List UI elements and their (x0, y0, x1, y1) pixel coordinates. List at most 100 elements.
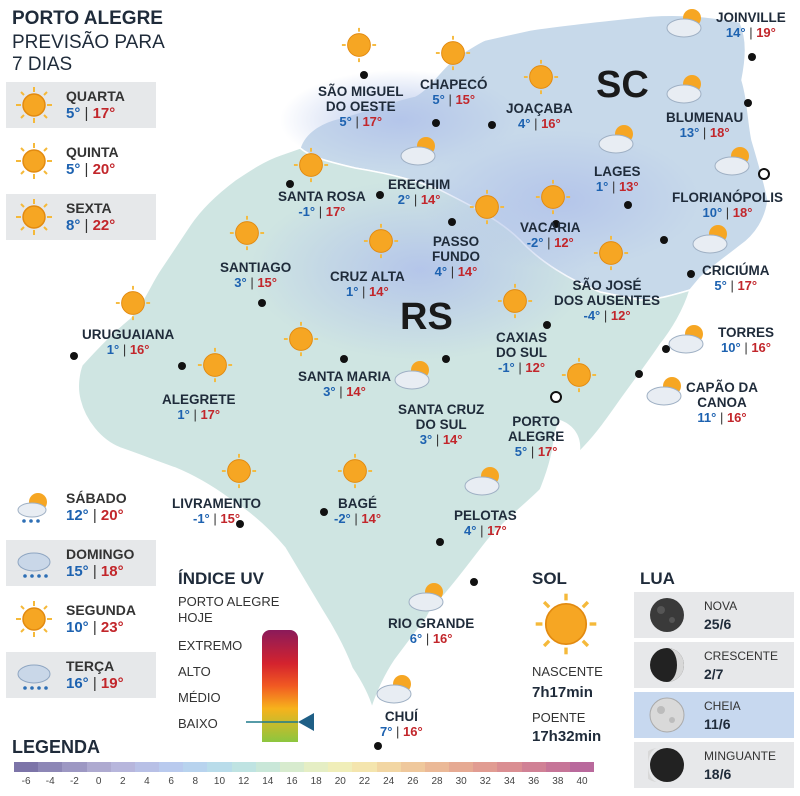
city-marker (178, 362, 186, 370)
forecast-card: QUINTA 5° | 20° (6, 138, 156, 184)
city-label-capao-da-canoa: CAPÃO DA CANOA 11° | 16° (686, 380, 759, 425)
moon-phase-row: CHEIA 11/6 (634, 692, 794, 738)
legend-swatch (352, 762, 377, 772)
city-marker (70, 352, 78, 360)
legend-tick-label: -6 (21, 776, 31, 787)
sun-icon (16, 601, 52, 637)
forecast-card: DOMINGO 15° | 18° (6, 540, 156, 586)
legend-tick-label: 30 (455, 776, 467, 787)
city-label-erechim: ERECHIM 2° | 14° (388, 177, 451, 207)
forecast-day: SÁBADO (66, 490, 127, 506)
sunrise-label: NASCENTE (532, 664, 603, 679)
city-marker (448, 218, 456, 226)
legend-tick-label: 8 (192, 776, 199, 787)
legend-tick-label: 0 (95, 776, 102, 787)
city-marker (744, 99, 752, 107)
sunset-time: 17h32min (532, 728, 602, 745)
moon-phase-row: NOVA 25/6 (634, 592, 794, 638)
crescent-moon-icon (650, 648, 684, 682)
sun-cloud-icon (598, 125, 634, 154)
forecast-card: QUARTA 5° | 17° (6, 82, 156, 128)
capital-marker (758, 168, 770, 180)
city-label-florianopolis: FLORIANÓPOLIS 10° | 18° (672, 190, 783, 220)
sun-cloud-rain-icon (17, 493, 47, 523)
legend-swatch (376, 762, 401, 772)
sun-icon (197, 347, 233, 383)
legend-swatch (304, 762, 329, 772)
city-label-caxias-do-sul: CAXIAS DO SUL -1° | 12° (496, 330, 548, 375)
sun-icon (497, 283, 533, 319)
forecast-day: QUINTA (66, 144, 119, 160)
forecast-day: QUARTA (66, 88, 125, 104)
city-marker (340, 355, 348, 363)
uv-subtitle: PORTO ALEGRE HOJE (178, 594, 280, 625)
forecast-day: DOMINGO (66, 546, 135, 562)
city-label-lages: LAGES 1° | 13° (594, 164, 641, 194)
city-label-torres: TORRES 10° | 16° (718, 325, 775, 355)
forecast-day: SEGUNDA (66, 602, 137, 618)
city-marker (687, 270, 695, 278)
city-label-joinville: JOINVILLE 14° | 19° (716, 10, 786, 40)
sun-cloud-icon (668, 325, 704, 354)
legend-swatch (400, 762, 425, 772)
city-marker (635, 370, 643, 378)
legend-swatch (424, 762, 450, 772)
sunrise-time: 7h17min (532, 684, 593, 701)
moon-phase-row: MINGUANTE 18/6 (634, 742, 794, 788)
legend-swatch (14, 762, 39, 772)
city-marker (660, 236, 668, 244)
state-label-rs: RS (400, 296, 453, 338)
legend-swatch (38, 762, 63, 772)
legend-tick-label: 18 (310, 776, 322, 787)
legend-title: LEGENDA (12, 737, 101, 757)
city-label-sao-jose-dos-ausentes: SÃO JOSÉ DOS AUSENTES -4° | 12° (554, 278, 661, 323)
forecast-day: SEXTA (66, 200, 112, 216)
forecast-card: SEGUNDA 10° | 23° (6, 596, 156, 642)
legend-swatch (110, 762, 135, 772)
sun-icon (535, 179, 571, 215)
forecast-temps: 12° | 20° (66, 507, 124, 524)
legend-tick-label: 12 (238, 776, 250, 787)
sun-icon (469, 189, 505, 225)
city-marker (286, 180, 294, 188)
uv-level-label: MÉDIO (178, 690, 221, 705)
legend-tick-label: 24 (383, 776, 395, 787)
city-label-chapeco: CHAPECÓ 5° | 15° (420, 77, 488, 107)
forecast-temps: 10° | 23° (66, 619, 124, 636)
state-label-sc: SC (596, 64, 649, 106)
sun-icon (435, 35, 471, 71)
sun-icon (337, 453, 373, 489)
city-label-uruguaiana: URUGUAIANA 1° | 16° (82, 327, 175, 357)
legend-color-scale (14, 762, 595, 772)
sun-cloud-icon (376, 675, 412, 704)
sun-icon (115, 285, 151, 321)
uv-indicator-arrow (246, 713, 314, 731)
sun-icon (535, 593, 597, 655)
legend-tick-label: 2 (119, 776, 126, 787)
sun-cloud-icon (692, 225, 728, 254)
city-marker (748, 53, 756, 61)
page-title: PORTO ALEGRE (12, 8, 163, 29)
legend-swatch (231, 762, 256, 772)
city-label-santa-maria: SANTA MARIA 3° | 14° (298, 369, 391, 399)
full-moon-icon (649, 697, 685, 733)
new-moon-icon (650, 598, 684, 632)
sun-icon (523, 59, 559, 95)
legend-swatch (159, 762, 184, 772)
legend-swatch (569, 762, 595, 772)
city-marker (488, 121, 496, 129)
city-marker (436, 538, 444, 546)
sun-cloud-icon (408, 583, 444, 612)
legend-tick-label: 6 (168, 776, 174, 787)
legend-swatch (62, 762, 87, 772)
city-marker (258, 299, 266, 307)
sun-icon (229, 215, 265, 251)
sun-icon (561, 357, 597, 393)
sun-icon (221, 453, 257, 489)
moon-phase-row: CRESCENTE 2/7 (634, 642, 794, 688)
sun-icon (16, 87, 52, 123)
sunset-label: POENTE (532, 710, 586, 725)
city-marker (236, 520, 244, 528)
city-marker (376, 191, 384, 199)
